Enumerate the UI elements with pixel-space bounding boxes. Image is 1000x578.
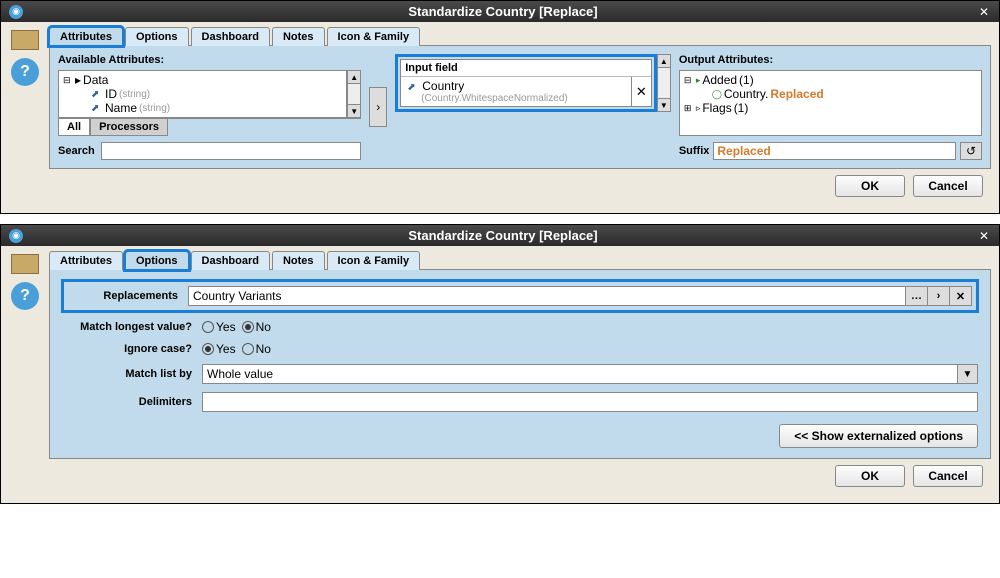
tab-bar: Attributes Options Dashboard Notes Icon … [49,26,991,46]
dialog-attributes: ◉ Standardize Country [Replace] ✕ ? Attr… [0,0,1000,214]
dialog-options: ◉ Standardize Country [Replace] ✕ ? Attr… [0,224,1000,504]
scroll-down-icon[interactable]: ▼ [347,104,361,118]
scroll-up-icon[interactable]: ▲ [657,54,671,68]
tab-options[interactable]: Options [125,27,189,46]
ok-button[interactable]: OK [835,175,905,197]
expand-icon[interactable]: ⊟ [63,75,73,86]
tab-bar: Attributes Options Dashboard Notes Icon … [49,250,991,270]
tab-attributes[interactable]: Attributes [49,251,123,270]
output-flags-count: (1) [734,101,749,115]
scrollbar[interactable]: ▲ ▼ [347,70,361,118]
cancel-button[interactable]: Cancel [913,175,983,197]
output-tree[interactable]: ⊟ ▸ Added (1) ◯ Country.Replaced [679,70,982,136]
tab-notes[interactable]: Notes [272,27,325,46]
arrow-green-icon: ▸ [696,75,701,86]
tree-item-name[interactable]: Name [105,101,137,115]
bullet-icon: ◯ [712,89,722,100]
titlebar[interactable]: ◉ Standardize Country [Replace] ✕ [1,225,999,246]
suffix-label: Suffix [679,145,710,157]
left-rail: ? [1,246,49,503]
tree-item-name-type: (string) [139,103,170,114]
dropdown-icon[interactable]: ▼ [958,364,978,384]
app-icon: ◉ [9,5,23,19]
ignore-case-no[interactable]: No [242,342,271,356]
input-field-sub: (Country.WhitespaceNormalized) [407,93,625,104]
output-item-suffix: Replaced [770,87,823,101]
suffix-input[interactable] [713,142,956,160]
ignore-case-yes[interactable]: Yes [202,342,236,356]
close-icon[interactable]: ✕ [977,229,991,243]
attr-icon: ⬈ [407,82,419,93]
clear-input-icon[interactable]: ✕ [631,77,651,106]
help-icon[interactable]: ? [11,282,39,310]
tree-arrow-icon: ▸ [75,73,81,87]
output-added-count: (1) [739,73,754,87]
tree-root[interactable]: Data [83,73,108,87]
tree-item-id[interactable]: ID [105,87,117,101]
window-title: Standardize Country [Replace] [29,228,977,243]
expand-icon[interactable]: ⊟ [684,75,694,86]
replacements-row: Replacements … › ✕ [62,280,978,312]
attr-icon: ⬈ [91,103,103,114]
match-list-select[interactable] [202,364,958,384]
search-input[interactable] [101,142,361,160]
ok-button[interactable]: OK [835,465,905,487]
match-longest-yes[interactable]: Yes [202,320,236,334]
tab-notes[interactable]: Notes [272,251,325,270]
tree-item-id-type: (string) [119,89,150,100]
delimiters-label: Delimiters [62,396,202,408]
input-field-title: Input field [401,60,651,77]
tab-icon-family[interactable]: Icon & Family [327,251,421,270]
scrollbar[interactable]: ▲ ▼ [657,54,671,112]
attr-icon: ⬈ [91,89,103,100]
tab-dashboard[interactable]: Dashboard [191,27,270,46]
input-field-name[interactable]: Country [422,79,464,93]
close-icon[interactable]: ✕ [977,5,991,19]
arrow-icon: ▹ [696,103,701,114]
scroll-down-icon[interactable]: ▼ [657,98,671,112]
processor-icon[interactable] [11,30,39,50]
help-icon[interactable]: ? [11,58,39,86]
show-externalized-button[interactable]: << Show externalized options [779,424,978,448]
available-title: Available Attributes: [58,54,361,66]
reset-suffix-icon[interactable]: ↺ [960,142,982,160]
tab-icon-family[interactable]: Icon & Family [327,27,421,46]
left-rail: ? [1,22,49,213]
replacements-input[interactable] [188,286,906,306]
subtab-all[interactable]: All [58,119,90,136]
cancel-button[interactable]: Cancel [913,465,983,487]
subtab-processors[interactable]: Processors [90,119,168,136]
match-longest-label: Match longest value? [62,321,202,333]
output-flags[interactable]: Flags [702,101,731,115]
output-item-prefix[interactable]: Country. [724,87,768,101]
replacements-label: Replacements [68,290,188,302]
clear-icon[interactable]: ✕ [950,286,972,306]
tab-options[interactable]: Options [125,251,189,270]
expand-icon[interactable]: ⊞ [684,103,694,114]
go-icon[interactable]: › [928,286,950,306]
output-added[interactable]: Added [702,73,737,87]
titlebar[interactable]: ◉ Standardize Country [Replace] ✕ [1,1,999,22]
processor-icon[interactable] [11,254,39,274]
output-title: Output Attributes: [679,54,982,66]
browse-icon[interactable]: … [906,286,928,306]
app-icon: ◉ [9,229,23,243]
tab-dashboard[interactable]: Dashboard [191,251,270,270]
scroll-up-icon[interactable]: ▲ [347,70,361,84]
available-tree[interactable]: ⊟ ▸ Data ⬈ ID (string) [58,70,347,118]
tab-attributes[interactable]: Attributes [49,27,123,46]
transfer-button[interactable]: › [369,87,387,127]
search-label: Search [58,145,95,157]
match-list-label: Match list by [62,368,202,380]
ignore-case-label: Ignore case? [62,343,202,355]
window-title: Standardize Country [Replace] [29,4,977,19]
input-field-box: Input field ⬈ Country (Country.Whitespac… [395,54,657,112]
match-longest-no[interactable]: No [242,320,271,334]
delimiters-input[interactable] [202,392,978,412]
